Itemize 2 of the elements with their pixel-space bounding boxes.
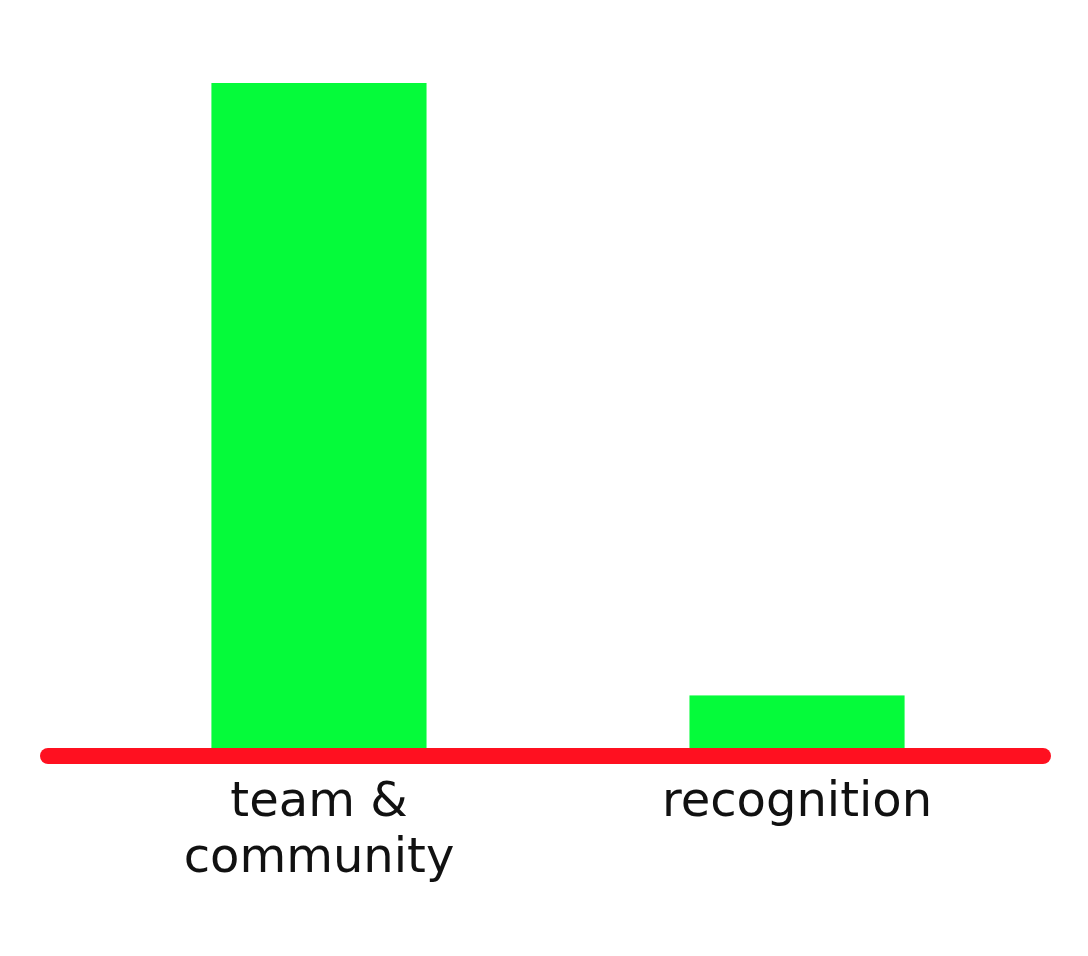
x-tick-label: team & community <box>183 771 455 883</box>
x-tick-label: recognition <box>661 771 933 827</box>
